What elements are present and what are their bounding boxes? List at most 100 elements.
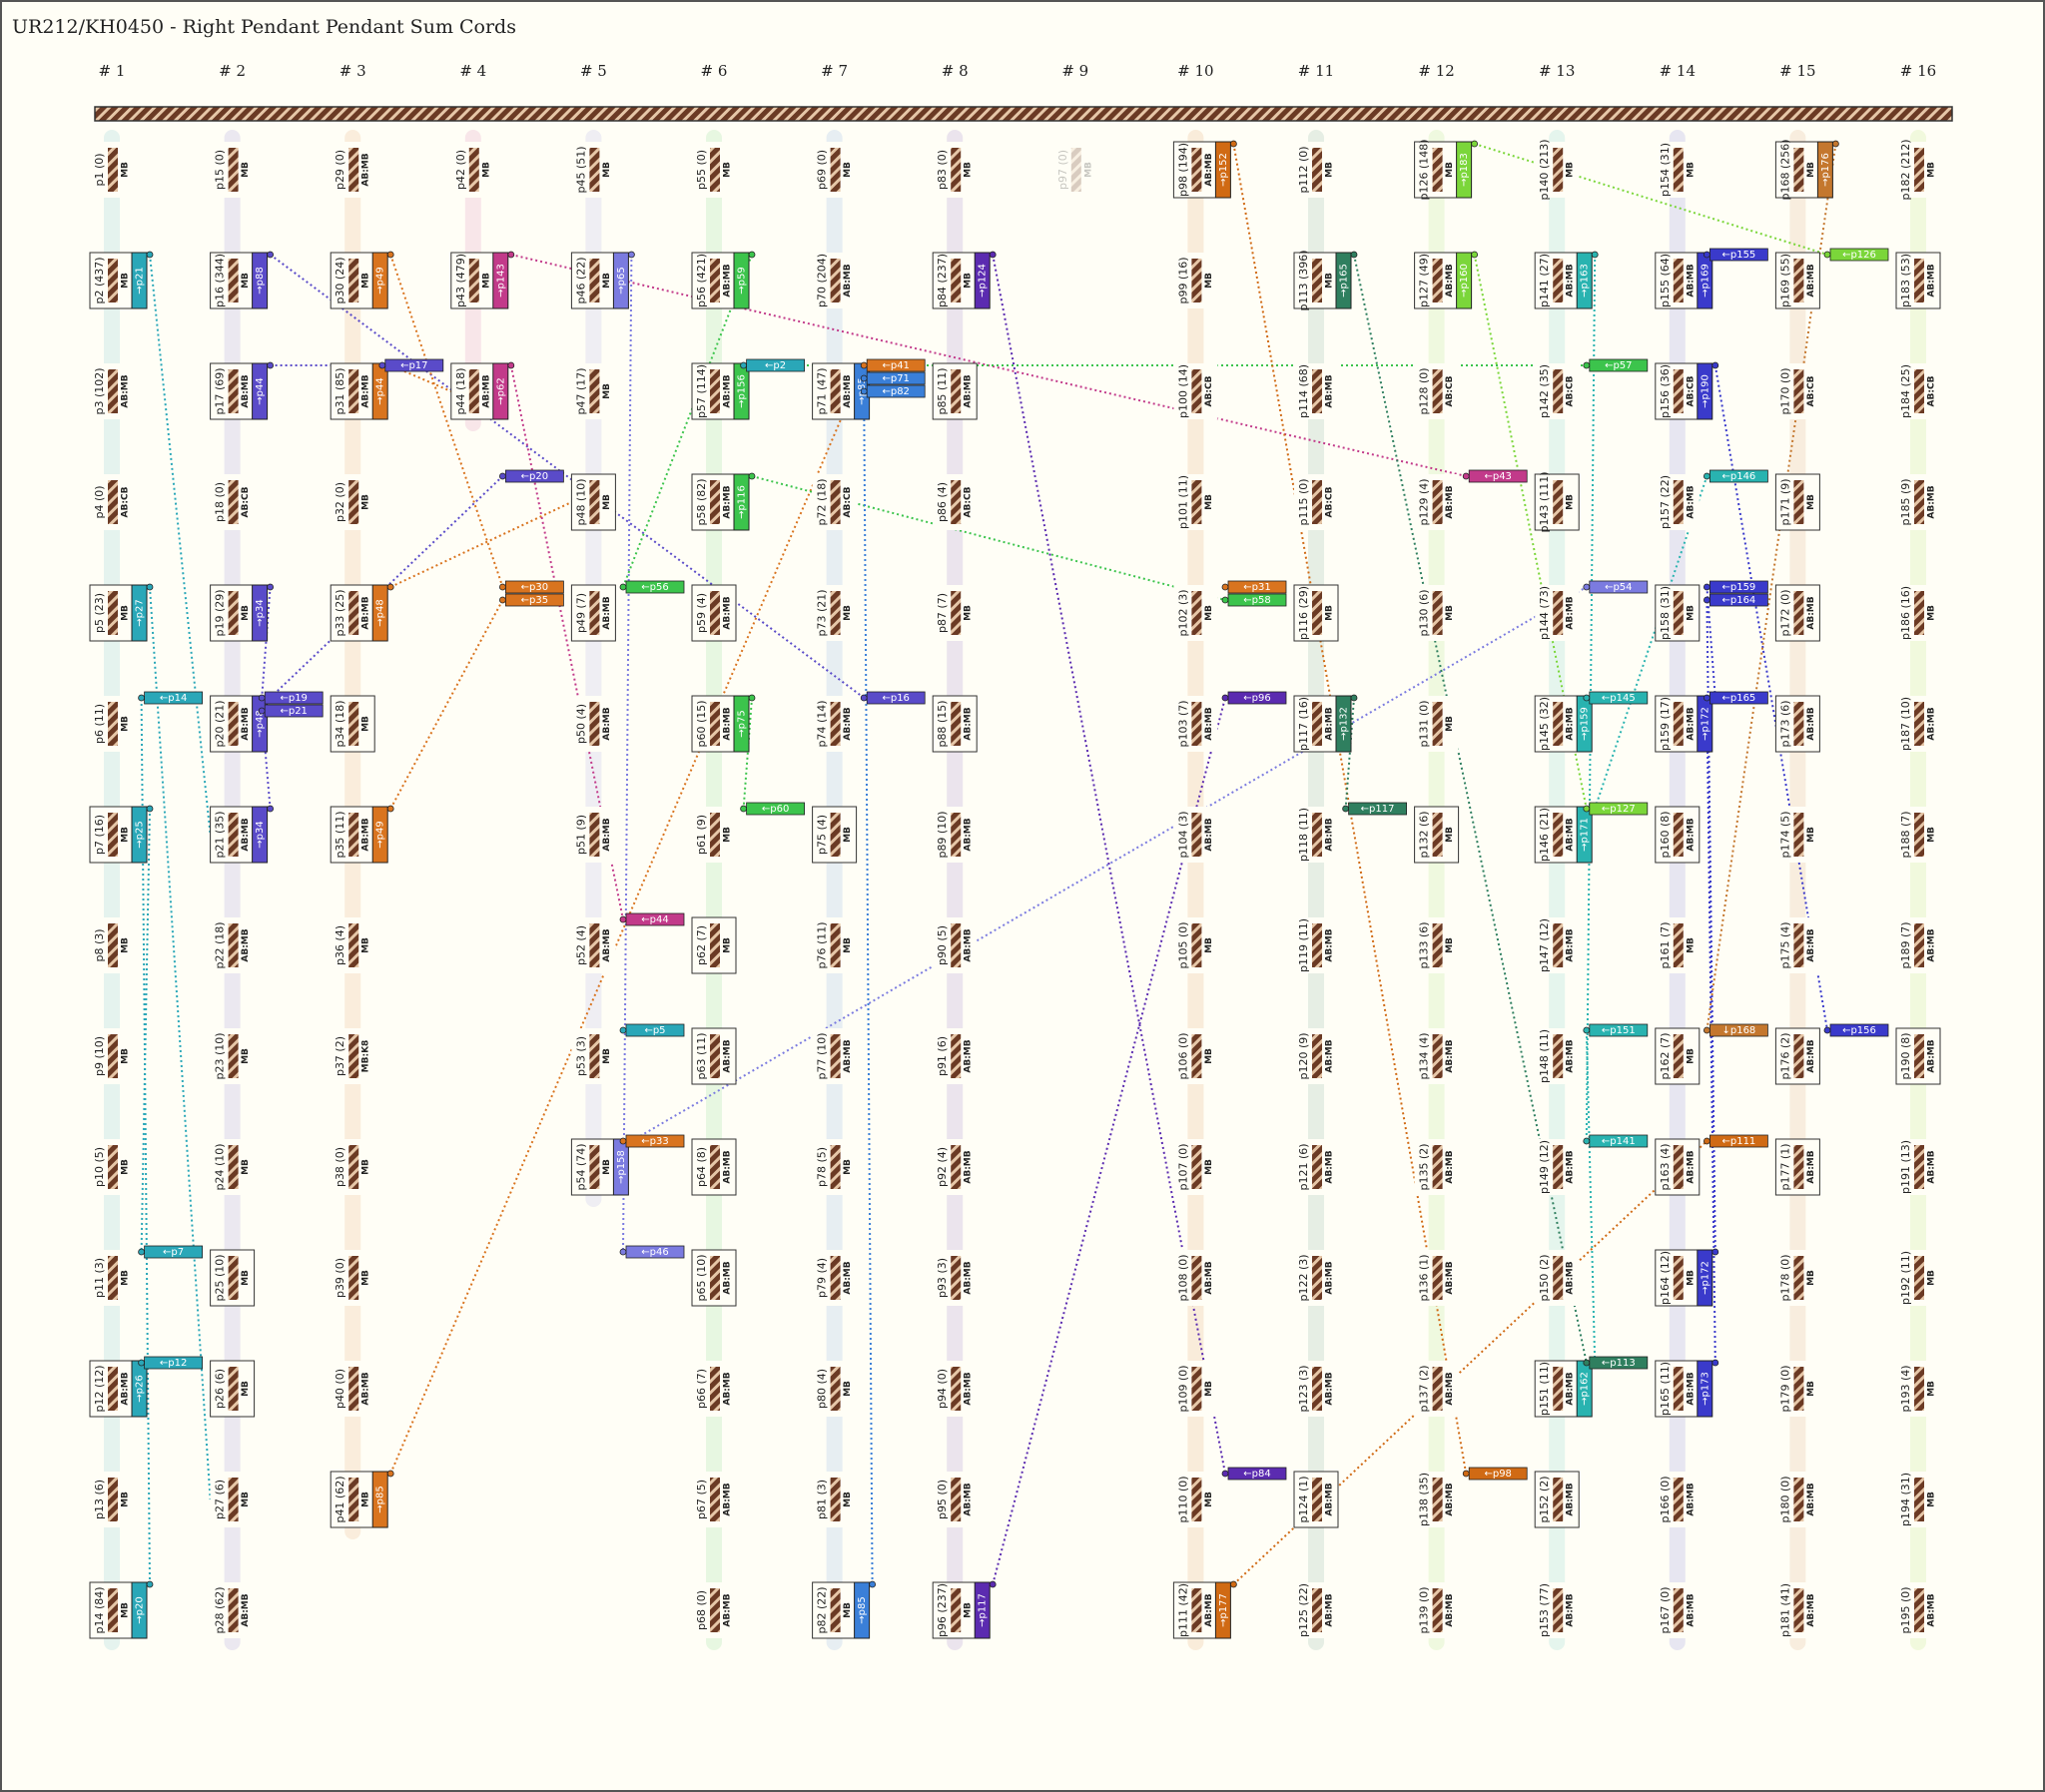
pendant-label: p124 (1) bbox=[1297, 1476, 1310, 1522]
knot-type: MB bbox=[1806, 494, 1816, 510]
pendant-label: p104 (3) bbox=[1176, 811, 1189, 858]
pendant: p68 (0) AB:MB bbox=[692, 1582, 736, 1638]
knot-glyph bbox=[108, 923, 118, 967]
knot-glyph bbox=[1553, 148, 1564, 192]
knot-type: MB bbox=[843, 937, 853, 953]
knot-type: AB:MB bbox=[1566, 928, 1576, 961]
knot-type: MB bbox=[121, 1159, 131, 1175]
pendant: p149 (12) AB:MB bbox=[1535, 1139, 1580, 1195]
sum-tag-text: →p44 bbox=[375, 377, 386, 404]
primary-cord bbox=[94, 106, 1953, 122]
pendant-label: p67 (5) bbox=[695, 1480, 708, 1519]
knot-glyph bbox=[589, 702, 600, 746]
knot-glyph bbox=[589, 1034, 600, 1078]
knot-type: AB:MB bbox=[1806, 1039, 1816, 1072]
knot-glyph bbox=[830, 1145, 841, 1189]
pendant-label: p50 (4) bbox=[574, 704, 587, 744]
knot-glyph bbox=[951, 1478, 962, 1521]
incoming-anchor bbox=[1704, 1026, 1710, 1034]
knot-type: MB bbox=[602, 494, 612, 510]
sum-tag bbox=[252, 806, 269, 864]
incoming-anchor bbox=[1704, 583, 1710, 591]
pendant: p95 (0) AB:MB bbox=[933, 1472, 978, 1527]
pendant: p35 (11) AB:MB →p49 bbox=[330, 805, 394, 864]
pendant: p21 (35) AB:MB →p34 bbox=[210, 805, 275, 864]
knot-type: AB:MB bbox=[1566, 1593, 1576, 1626]
knot-glyph bbox=[1793, 1588, 1804, 1632]
sum-tag bbox=[371, 584, 388, 642]
knot-type: AB:MB bbox=[723, 264, 733, 297]
knot-glyph bbox=[589, 369, 600, 413]
sum-anchor bbox=[507, 361, 515, 369]
knot-glyph bbox=[1191, 1478, 1202, 1521]
knot-glyph bbox=[710, 369, 720, 413]
pendant-label: p81 (3) bbox=[816, 1480, 829, 1519]
pendant-label: p153 (77) bbox=[1538, 1583, 1551, 1637]
knot-type: AB:MB bbox=[1325, 1150, 1335, 1183]
incoming-tag-text: ←p30 bbox=[521, 582, 548, 593]
sum-tag bbox=[1697, 1249, 1713, 1307]
knot-glyph bbox=[1914, 702, 1924, 746]
knot-glyph bbox=[348, 259, 359, 302]
knot-glyph bbox=[1793, 1367, 1804, 1411]
sum-anchor bbox=[869, 1580, 876, 1588]
knot-glyph bbox=[228, 480, 239, 524]
pendant: p65 (10) AB:MB ←p46 bbox=[619, 1245, 737, 1307]
sum-tag bbox=[252, 362, 269, 420]
pendant-label: p18 (0) bbox=[214, 482, 227, 522]
pendant: p136 (1) AB:MB bbox=[1414, 1250, 1459, 1306]
knot-glyph bbox=[710, 480, 720, 524]
knot-type: MB bbox=[121, 162, 131, 178]
pendant: p169 (55) AB:MB ←p155 bbox=[1704, 248, 1820, 309]
sum-tag bbox=[1697, 1360, 1713, 1418]
incoming-anchor bbox=[498, 596, 506, 604]
pendant-label: p48 (10) bbox=[574, 478, 587, 525]
sum-tag-text: →p171 bbox=[1580, 818, 1591, 852]
knot-type: MB bbox=[361, 494, 371, 510]
pendant: p128 (0) AB:CB bbox=[1414, 363, 1459, 419]
pendant-label: p148 (11) bbox=[1538, 1029, 1551, 1083]
knot-glyph bbox=[1432, 591, 1443, 635]
knot-glyph bbox=[348, 1145, 359, 1189]
pendant-label: p113 (396) bbox=[1297, 250, 1310, 310]
pendant: p77 (10) AB:MB bbox=[812, 1028, 857, 1084]
knot-glyph bbox=[1191, 480, 1202, 524]
knot-glyph bbox=[1312, 813, 1322, 857]
pendant-label: p186 (16) bbox=[1899, 586, 1912, 640]
pendant: p130 (6) MB bbox=[1414, 585, 1459, 641]
knot-glyph bbox=[1432, 702, 1443, 746]
sum-tag-text: →p20 bbox=[135, 1596, 146, 1623]
pendant: p91 (6) AB:MB bbox=[933, 1028, 978, 1084]
knot-glyph bbox=[1191, 1256, 1202, 1300]
knot-glyph bbox=[830, 369, 841, 413]
incoming-tag-text: ←p58 bbox=[1243, 595, 1270, 606]
pendant-label: p119 (11) bbox=[1297, 918, 1310, 972]
knot-type: AB:MB bbox=[361, 818, 371, 851]
pendant-label: p163 (4) bbox=[1659, 1143, 1672, 1190]
incoming-anchor bbox=[740, 805, 747, 813]
pendant: p3 (102) AB:MB bbox=[90, 363, 134, 419]
knot-type: AB:MB bbox=[1806, 264, 1816, 297]
knot-glyph bbox=[1191, 148, 1202, 192]
pendant: p131 (0) MB bbox=[1414, 696, 1459, 752]
pendant-label: p152 (2) bbox=[1538, 1476, 1551, 1522]
knot-type: MB bbox=[1445, 605, 1455, 621]
pendant-label: p29 (0) bbox=[334, 150, 346, 190]
pendant: p88 (15) AB:MB ←p16 bbox=[860, 691, 978, 753]
knot-type: AB:MB bbox=[1566, 818, 1576, 851]
knot-type: MB bbox=[602, 1159, 612, 1175]
pendant: p11 (3) MB bbox=[90, 1250, 134, 1306]
pendant: p174 (5) MB bbox=[1775, 807, 1820, 863]
sum-anchor bbox=[1711, 1359, 1719, 1367]
sum-tag-text: →p177 bbox=[1218, 1593, 1229, 1627]
knot-type: AB:MB bbox=[1806, 707, 1816, 740]
pendant: p152 (2) AB:MB ←p98 bbox=[1462, 1467, 1580, 1528]
knot-type: AB:CB bbox=[964, 486, 974, 517]
column-band bbox=[1669, 130, 1686, 1650]
sum-tag-text: →p59 bbox=[737, 267, 748, 294]
incoming-tag-text: ←p21 bbox=[280, 706, 307, 717]
knot-glyph bbox=[830, 702, 841, 746]
knot-type: AB:MB bbox=[1325, 928, 1335, 961]
incoming-tag-text: ←p60 bbox=[762, 804, 789, 815]
incoming-tag-text: ←p126 bbox=[1842, 250, 1876, 261]
